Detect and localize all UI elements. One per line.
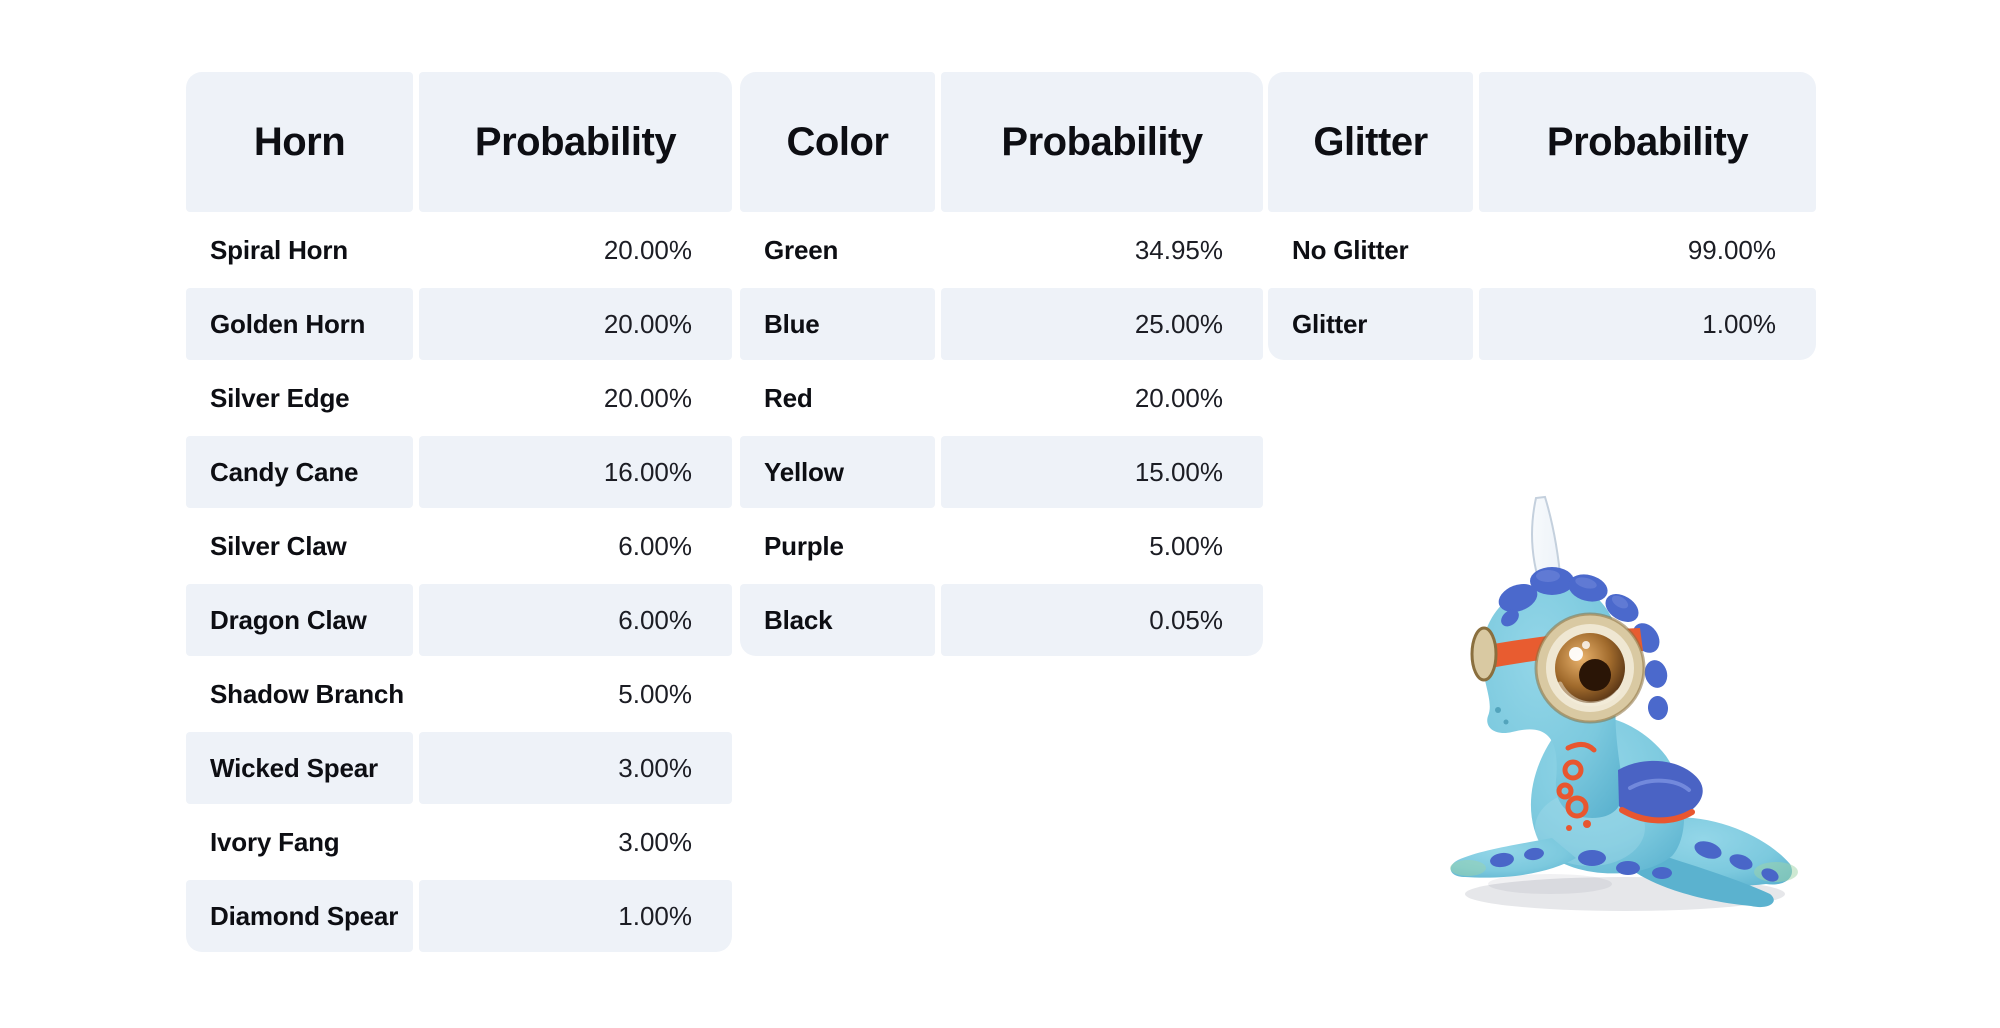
glitter-row-label: Glitter — [1268, 288, 1473, 360]
color-header-label: Color — [740, 72, 935, 212]
horn-row-value: 6.00% — [618, 530, 692, 561]
glitter-row-value: 99.00% — [1687, 234, 1776, 265]
color-row-label: Red — [764, 382, 813, 413]
color-row-value: 25.00% — [941, 288, 1263, 360]
color-row-value: 0.05% — [941, 584, 1263, 656]
horn-row-label: Candy Cane — [186, 436, 413, 508]
horn-row-value: 20.00% — [419, 288, 732, 360]
glitter-header-probability: Probability — [1479, 72, 1816, 212]
horn-row-value: 20.00% — [603, 382, 692, 413]
horn-row-label: Wicked Spear — [186, 732, 413, 804]
color-row-value: 15.00% — [941, 436, 1263, 508]
horn-row-value: 5.00% — [618, 678, 692, 709]
horn-row-label: Diamond Spear — [186, 880, 413, 952]
horn-header-label: Horn — [186, 72, 413, 212]
horn-row-label: Shadow Branch — [210, 678, 404, 709]
horn-row-label: Silver Edge — [210, 382, 350, 413]
color-header-probability: Probability — [941, 72, 1263, 212]
unicorn-dragon-mascot-image — [1440, 488, 1810, 922]
glitter-row-label: No Glitter — [1292, 234, 1409, 265]
horn-probability-table: Horn Probability Spiral Horn 20.00% Golden H… — [186, 72, 732, 952]
horn-row-label: Ivory Fang — [210, 826, 340, 857]
horn-row-label: Spiral Horn — [210, 234, 348, 265]
color-probability-table: Color Probability Green 34.95% Blue 25.00% Red… — [740, 72, 1263, 656]
horn-row-value: 1.00% — [419, 880, 732, 952]
color-row-value: 34.95% — [1134, 234, 1223, 265]
horn-row-label: Silver Claw — [210, 530, 347, 561]
horn-row-value: 3.00% — [618, 826, 692, 857]
horn-row-value: 6.00% — [419, 584, 732, 656]
horn-row-label: Dragon Claw — [186, 584, 413, 656]
horn-header-probability: Probability — [419, 72, 732, 212]
color-row-label: Purple — [764, 530, 844, 561]
color-row-label: Green — [764, 234, 839, 265]
horn-row-value: 3.00% — [419, 732, 732, 804]
glitter-row-value: 1.00% — [1479, 288, 1816, 360]
color-row-label: Black — [740, 584, 935, 656]
color-row-value: 5.00% — [1149, 530, 1223, 561]
color-row-value: 20.00% — [1134, 382, 1223, 413]
horn-row-value: 20.00% — [603, 234, 692, 265]
horn-row-label: Golden Horn — [186, 288, 413, 360]
unicorn-dragon-illustration — [1450, 495, 1798, 911]
glitter-header-label: Glitter — [1268, 72, 1473, 212]
color-row-label: Yellow — [740, 436, 935, 508]
glitter-probability-table: Glitter Probability No Glitter 99.00% Glitte… — [1268, 72, 1816, 360]
horn-row-value: 16.00% — [419, 436, 732, 508]
color-row-label: Blue — [740, 288, 935, 360]
